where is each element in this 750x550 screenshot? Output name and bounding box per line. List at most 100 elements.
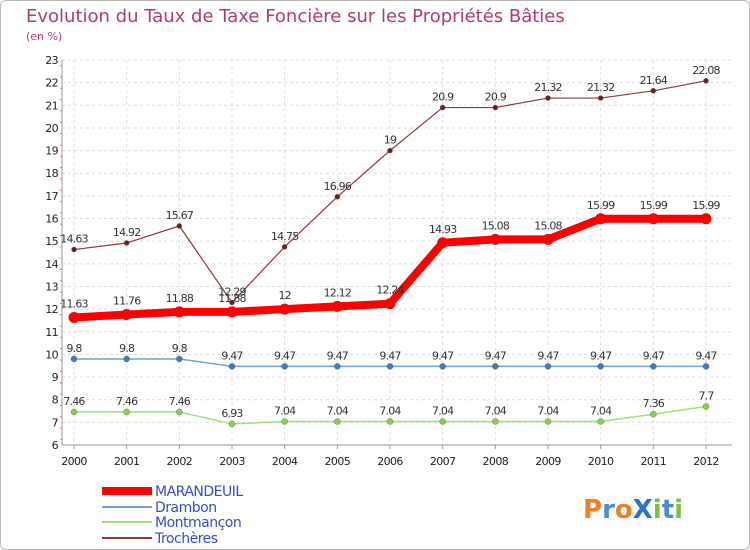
data-label-marandeuil: 15.99 <box>587 199 615 212</box>
data-label-drambon: 9.47 <box>643 349 665 362</box>
legend-label-montmanon: Montmançon <box>155 515 241 531</box>
data-label-montmanon: 7.36 <box>643 397 665 410</box>
x-tick-label: 2005 <box>325 455 351 468</box>
data-point-trochres <box>123 240 130 246</box>
data-label-montmanon: 7.04 <box>485 404 507 417</box>
grid <box>62 59 732 446</box>
x-tick-label: 2001 <box>114 455 140 468</box>
data-point-marandeuil <box>489 233 501 245</box>
x-tick-label: 2003 <box>219 455 245 468</box>
data-label-drambon: 9.8 <box>66 342 82 355</box>
data-label-montmanon: 7.04 <box>432 404 454 417</box>
data-label-trochres: 22.08 <box>692 64 720 77</box>
data-label-marandeuil: 11.88 <box>218 292 246 305</box>
data-label-marandeuil: 15.08 <box>482 219 510 232</box>
x-tick-label: 2004 <box>272 455 298 468</box>
data-point-trochres <box>545 95 551 101</box>
y-tick-label: 13 <box>45 280 58 293</box>
data-point-drambon <box>386 363 394 370</box>
x-tick-label: 2010 <box>588 455 614 468</box>
data-label-trochres: 16.96 <box>324 180 352 193</box>
data-label-montmanon: 7.46 <box>63 395 85 408</box>
x-tick-label: 2012 <box>693 455 719 468</box>
data-point-marandeuil <box>437 237 449 249</box>
data-point-drambon <box>281 363 288 370</box>
data-label-trochres: 19 <box>384 134 397 147</box>
data-label-drambon: 9.47 <box>221 349 243 362</box>
y-tick-label: 8 <box>52 394 59 407</box>
data-point-marandeuil <box>595 213 607 225</box>
data-point-montmanon <box>281 418 288 425</box>
data-label-montmanon: 7.46 <box>169 395 191 408</box>
data-point-trochres <box>281 244 288 250</box>
y-tick-label: 12 <box>45 303 58 316</box>
data-point-drambon <box>70 355 78 363</box>
data-point-montmanon <box>334 418 341 425</box>
data-label-drambon: 9.47 <box>590 349 612 362</box>
data-label-montmanon: 7.04 <box>590 404 612 417</box>
data-label-montmanon: 7.04 <box>537 404 559 417</box>
data-point-marandeuil <box>226 306 238 318</box>
legend-label-drambon: Drambon <box>155 500 217 516</box>
data-label-trochres: 14.75 <box>271 230 299 243</box>
y-tick-label: 19 <box>45 145 58 158</box>
y-tick-label: 17 <box>45 190 58 203</box>
data-label-drambon: 9.47 <box>432 349 454 362</box>
data-point-trochres <box>334 194 341 200</box>
data-point-trochres <box>703 78 709 84</box>
data-label-trochres: 20.9 <box>432 91 454 104</box>
series-lines <box>68 78 712 428</box>
data-point-trochres <box>229 299 235 306</box>
y-tick-label: 20 <box>45 122 58 135</box>
data-label-montmanon: 7.7 <box>698 390 714 403</box>
y-tick-label: 18 <box>45 167 58 180</box>
data-point-drambon <box>650 363 657 370</box>
data-point-drambon <box>597 363 604 370</box>
data-point-montmanon <box>492 418 499 425</box>
data-label-marandeuil: 14.93 <box>429 223 457 236</box>
data-label-trochres: 12.29 <box>218 286 246 299</box>
data-label-trochres: 15.67 <box>166 209 194 222</box>
data-point-drambon <box>439 363 446 370</box>
data-point-marandeuil <box>68 311 80 323</box>
y-tick-label: 16 <box>45 213 58 226</box>
data-point-drambon <box>228 363 236 370</box>
data-point-montmanon <box>386 418 394 425</box>
data-label-drambon: 9.47 <box>327 349 349 362</box>
chart-title: Evolution du Taux de Taxe Foncière sur l… <box>26 6 565 27</box>
data-label-drambon: 9.47 <box>274 349 296 362</box>
y-tick-label: 14 <box>45 258 58 271</box>
svg-text:ProXiti: ProXiti <box>583 495 683 525</box>
data-label-marandeuil: 12.24 <box>376 284 404 297</box>
x-tick-label: 2011 <box>641 455 667 468</box>
data-labels: 14.63 14.92 15.67 12.29 14.75 16.96 19 20.9 20.9… <box>60 64 721 420</box>
y-tick-label: 15 <box>45 235 58 248</box>
data-point-trochres <box>387 147 393 154</box>
data-label-montmanon: 6.93 <box>221 407 243 420</box>
data-label-marandeuil: 12.12 <box>324 286 352 299</box>
y-tick-label: 10 <box>45 348 58 361</box>
data-point-montmanon <box>439 418 446 425</box>
data-point-marandeuil <box>647 213 659 225</box>
data-label-montmanon: 7.04 <box>379 404 401 417</box>
data-point-montmanon <box>650 411 657 418</box>
data-point-drambon <box>334 363 341 370</box>
data-point-marandeuil <box>331 300 343 312</box>
data-point-trochres <box>650 88 657 94</box>
data-point-montmanon <box>70 408 78 416</box>
data-label-marandeuil: 15.99 <box>640 199 668 212</box>
data-point-drambon <box>544 363 552 370</box>
data-label-trochres: 14.92 <box>113 226 141 239</box>
data-point-trochres <box>492 104 499 111</box>
data-label-marandeuil: 12 <box>278 289 290 302</box>
data-label-marandeuil: 15.08 <box>534 219 562 232</box>
y-tick-label: 22 <box>45 77 58 90</box>
data-label-trochres: 20.9 <box>485 91 507 104</box>
y-tick-label: 11 <box>45 326 58 339</box>
x-tick-label: 2008 <box>483 455 509 468</box>
data-point-trochres <box>597 95 604 101</box>
data-point-montmanon <box>123 408 130 416</box>
data-point-drambon <box>176 355 183 363</box>
x-tick-label: 2000 <box>61 455 87 468</box>
